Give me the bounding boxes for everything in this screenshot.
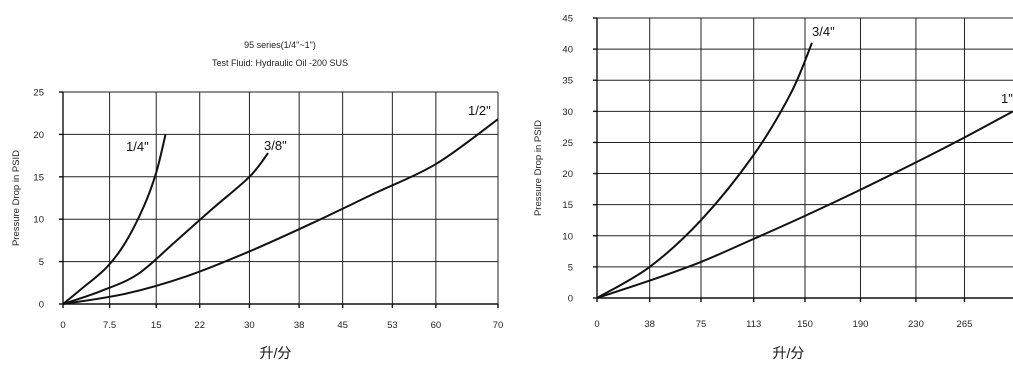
y-tick-label: 10 [562,231,573,242]
x-tick-label: 150 [797,319,813,330]
series-line-1 [596,110,1013,299]
x-tick-label: 38 [294,320,305,331]
series-line-1 [62,152,269,305]
series-label-1: 1" [1001,91,1013,106]
y-tick-label: 30 [562,107,573,118]
x-tick-label: 0 [594,319,599,330]
series-label-0: 3/4" [812,24,835,39]
chart-right: 0 5 10 15 20 25 30 35 40 45 0 38 75 113 150 190 230 265 Pr… [533,14,1013,361]
y-tick-label: 5 [568,262,573,273]
series-line-0 [62,134,167,305]
chart-left: 95 series(1/4"~1") Test Fluid: Hydraulic … [11,40,503,361]
x-tick-label: 230 [908,319,924,330]
y-tick-label: 25 [33,88,44,99]
y-tick-label: 15 [562,200,573,211]
x-tick-label: 60 [431,320,442,331]
y-tick-label: 35 [562,76,573,87]
x-tick-label: 75 [696,319,707,330]
y-tick-label: 40 [562,45,573,56]
x-tick-label: 15 [151,320,162,331]
x-tick-label: 113 [746,319,761,330]
x-tick-label: 45 [337,320,348,331]
y-tick-label: 20 [33,130,44,141]
x-tick-label: 38 [644,319,655,330]
x-tick-label: 7.5 [103,320,116,331]
y-tick-label: 0 [568,294,573,305]
series-label-2: 1/2" [468,103,491,118]
y-tick-label: 15 [33,172,44,183]
series-line-0 [596,42,813,299]
series-line-2 [62,118,499,305]
x-axis-label: 升/分 [260,345,292,361]
y-tick-label: 25 [562,138,573,149]
y-tick-label: 10 [33,215,44,226]
x-tick-label: 53 [387,320,398,331]
y-axis-label: Pressure Drop in PSID [533,120,544,216]
x-tick-label: 22 [194,320,205,331]
x-tick-label: 0 [60,320,65,331]
y-tick-label: 45 [562,14,573,25]
y-axis-label: Pressure Drop in PSID [11,150,22,246]
chart-subtitle: Test Fluid: Hydraulic Oil -200 SUS [212,58,348,68]
chart-title: 95 series(1/4"~1") [244,40,316,50]
x-tick-label: 70 [493,320,504,331]
x-tick-label: 265 [957,319,973,330]
x-tick-label: 30 [244,320,255,331]
x-axis-label: 升/分 [773,345,805,361]
y-tick-label: 5 [39,257,44,268]
y-tick-label: 20 [562,169,573,180]
series-label-1: 3/8" [264,138,287,153]
series-label-0: 1/4" [126,139,149,154]
x-tick-label: 190 [853,319,869,330]
y-tick-label: 0 [39,300,44,311]
